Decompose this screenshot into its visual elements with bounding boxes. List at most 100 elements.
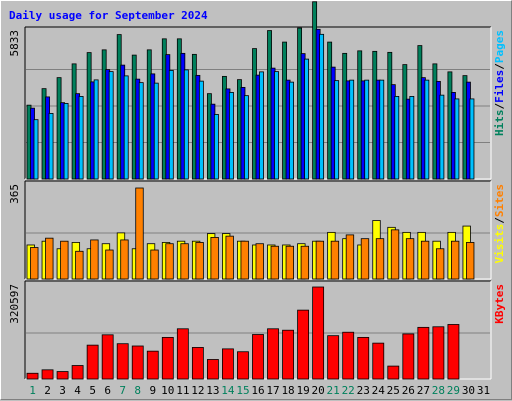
bar-kbytes-day-2 (41, 369, 54, 380)
bar-sites-day-5 (90, 239, 99, 280)
max-label-visits-sites: 365 (8, 184, 21, 204)
bar-sites-day-9 (150, 249, 159, 280)
bar-kbytes-day-29 (447, 324, 460, 380)
x-tick-label-day-29: 29 (447, 384, 460, 397)
bar-sites-day-17 (270, 245, 279, 280)
x-tick-label-day-26: 26 (402, 384, 415, 397)
bar-sites-day-1 (30, 247, 39, 280)
bar-sites-day-27 (420, 240, 430, 280)
x-tick-label-day-18: 18 (281, 384, 294, 397)
bar-pages-day-15 (244, 95, 249, 180)
legend-separator: / (493, 63, 506, 70)
bar-sites-day-4 (75, 250, 84, 280)
bar-sites-day-2 (45, 237, 54, 280)
bar-kbytes-day-22 (342, 331, 355, 380)
legend-item-visits: Visits (493, 224, 506, 264)
legend-item-sites: Sites (493, 184, 506, 217)
bar-pages-day-25 (394, 96, 400, 180)
bar-pages-day-19 (304, 58, 310, 180)
bar-pages-day-7 (123, 75, 129, 180)
bar-pages-day-10 (168, 69, 174, 180)
x-tick-label-day-13: 13 (206, 384, 219, 397)
legend-item-kbytes: KBytes (493, 284, 506, 324)
x-tick-label-day-6: 6 (104, 384, 111, 397)
legend-item-pages: Pages (493, 30, 506, 63)
bar-sites-day-21 (330, 240, 340, 280)
bar-kbytes-day-11 (176, 328, 189, 380)
bar-sites-day-22 (345, 234, 355, 280)
bar-sites-day-15 (240, 240, 249, 280)
legend-visits-sites: Visits/Sites (493, 184, 506, 264)
bar-pages-day-12 (198, 80, 204, 180)
bar-pages-day-30 (469, 98, 475, 180)
x-tick-label-day-28: 28 (432, 384, 445, 397)
bar-sites-day-29 (451, 240, 460, 280)
x-tick-label-day-20: 20 (312, 384, 325, 397)
x-tick-label-day-21: 21 (327, 384, 340, 397)
x-tick-label-day-27: 27 (417, 384, 430, 397)
bar-sites-day-7 (120, 239, 129, 280)
bar-kbytes-day-14 (222, 348, 234, 380)
bar-pages-day-4 (78, 96, 84, 180)
bar-kbytes-day-19 (297, 309, 310, 380)
x-tick-label-day-10: 10 (161, 384, 174, 397)
bar-kbytes-day-16 (252, 334, 264, 380)
bar-sites-day-11 (180, 243, 189, 280)
bar-sites-day-20 (315, 240, 325, 280)
bar-sites-day-28 (435, 248, 445, 280)
bar-kbytes-day-9 (146, 350, 159, 380)
bar-kbytes-day-7 (116, 343, 129, 380)
bar-pages-day-18 (289, 81, 294, 180)
bar-pages-day-9 (153, 82, 159, 180)
bar-pages-day-20 (319, 33, 325, 180)
legend-item-hits: Hits (493, 110, 506, 137)
x-tick-label-day-9: 9 (149, 384, 156, 397)
max-label-kbytes: 320597 (8, 284, 21, 324)
bar-sites-day-10 (165, 243, 174, 280)
legend-item-files: Files (493, 70, 506, 103)
bar-pages-day-14 (229, 91, 234, 180)
bar-sites-day-3 (60, 240, 69, 280)
bar-kbytes-day-15 (237, 351, 249, 380)
bar-kbytes-day-21 (327, 335, 340, 380)
x-tick-label-day-19: 19 (296, 384, 309, 397)
bar-sites-day-30 (466, 242, 475, 280)
x-tick-label-day-30: 30 (462, 384, 475, 397)
bar-kbytes-day-8 (131, 345, 144, 380)
bar-kbytes-day-18 (282, 329, 294, 380)
bar-sites-day-25 (390, 229, 400, 280)
bar-kbytes-day-28 (432, 326, 445, 380)
bar-pages-day-8 (138, 82, 144, 180)
bar-kbytes-day-12 (191, 347, 204, 380)
bar-pages-day-5 (93, 79, 99, 180)
x-tick-label-day-11: 11 (176, 384, 189, 397)
x-tick-label-day-15: 15 (236, 384, 249, 397)
bar-kbytes-day-6 (101, 334, 114, 380)
bar-pages-day-23 (364, 79, 370, 180)
x-tick-label-day-1: 1 (29, 384, 36, 397)
bar-sites-day-14 (225, 235, 234, 280)
bar-pages-day-24 (379, 79, 385, 180)
x-tick-label-day-16: 16 (251, 384, 264, 397)
bar-pages-day-17 (274, 71, 279, 180)
x-tick-label-day-14: 14 (221, 384, 235, 397)
x-tick-label-day-5: 5 (89, 384, 96, 397)
x-tick-label-day-17: 17 (266, 384, 279, 397)
chart-title: Daily usage for September 2024 (9, 9, 208, 22)
bar-pages-day-27 (424, 79, 430, 180)
bar-kbytes-day-26 (402, 333, 415, 380)
x-tick-label-day-8: 8 (134, 384, 141, 397)
bar-kbytes-day-17 (267, 328, 279, 380)
x-tick-label-day-4: 4 (74, 384, 81, 397)
bar-pages-day-22 (349, 79, 355, 180)
bar-pages-day-29 (454, 98, 460, 180)
bar-pages-day-26 (409, 96, 415, 180)
bar-kbytes-day-27 (417, 326, 430, 380)
legend-hits-files-pages: Hits/Files/Pages (493, 30, 506, 136)
legend-separator: / (493, 103, 506, 110)
x-tick-label-day-2: 2 (44, 384, 51, 397)
bar-sites-day-6 (105, 249, 114, 280)
bar-kbytes-day-3 (56, 371, 69, 380)
